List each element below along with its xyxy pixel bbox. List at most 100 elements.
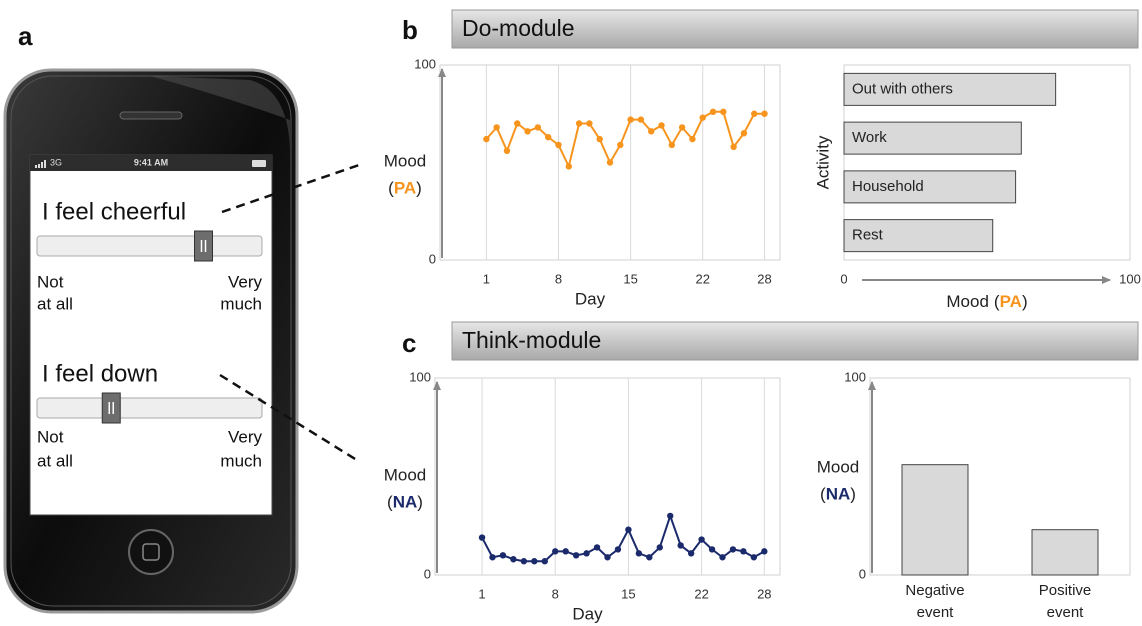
x-tick-label: 28 bbox=[757, 271, 771, 286]
module-title: Do-module bbox=[462, 15, 575, 41]
bar bbox=[1031, 529, 1099, 576]
data-point bbox=[552, 548, 559, 555]
data-point bbox=[751, 110, 758, 117]
slider-low-label: at all bbox=[37, 451, 73, 470]
data-point bbox=[524, 128, 531, 135]
bar bbox=[843, 170, 1017, 204]
y-tick-label: 100 bbox=[414, 56, 436, 71]
data-point bbox=[493, 124, 500, 131]
slider-track bbox=[36, 397, 263, 419]
plot-frame bbox=[434, 377, 781, 576]
axis-label-tag: ( bbox=[387, 493, 393, 512]
data-point bbox=[761, 548, 768, 555]
axis-label: Mood bbox=[817, 458, 860, 477]
data-point bbox=[761, 110, 768, 117]
data-point bbox=[627, 116, 634, 123]
data-point bbox=[740, 130, 748, 137]
x-tick-label: Positive event bbox=[1038, 582, 1092, 621]
slider-low-label: Not bbox=[37, 427, 64, 446]
data-point bbox=[719, 554, 726, 561]
data-point bbox=[625, 526, 632, 533]
y-axis-label: Activity bbox=[813, 135, 832, 189]
y-tick-label: 0 bbox=[429, 251, 436, 266]
data-point bbox=[604, 554, 611, 561]
data-point bbox=[562, 548, 569, 555]
data-point bbox=[677, 542, 684, 549]
slider-high-label: much bbox=[220, 294, 262, 313]
x-axis-label: Day bbox=[575, 289, 606, 308]
series-line bbox=[485, 110, 765, 170]
axis-label: Mood bbox=[384, 152, 427, 171]
home-icon bbox=[142, 543, 160, 561]
x-tick-label: 8 bbox=[555, 271, 562, 286]
data-point bbox=[750, 554, 758, 561]
series-line bbox=[481, 512, 765, 563]
slider-track bbox=[36, 235, 263, 257]
module-header bbox=[451, 321, 1139, 361]
data-point bbox=[709, 108, 717, 116]
data-point bbox=[740, 548, 747, 555]
prompt: I feel cheerful bbox=[42, 198, 186, 225]
data-point bbox=[593, 544, 601, 551]
data-point bbox=[667, 512, 674, 520]
data-point bbox=[635, 550, 643, 557]
x-tick-label-box: Negative event bbox=[905, 582, 964, 621]
data-point bbox=[503, 147, 511, 154]
axis-label-tag: NA bbox=[826, 485, 851, 504]
axis-label-tag: ( bbox=[388, 179, 394, 198]
data-point bbox=[729, 546, 737, 553]
axis-label-tag: PA bbox=[394, 179, 416, 198]
bar bbox=[843, 219, 994, 253]
data-point bbox=[646, 554, 653, 561]
x-tick-label: 1 bbox=[483, 271, 490, 286]
axis-label-tag: ( bbox=[820, 485, 826, 504]
data-point bbox=[575, 120, 583, 127]
axis-label-tag: ) bbox=[417, 493, 423, 512]
status-time: 9:41 AM bbox=[134, 157, 168, 167]
data-point bbox=[658, 122, 665, 129]
x-tick-label: 15 bbox=[623, 271, 637, 286]
data-point bbox=[544, 133, 552, 141]
data-point bbox=[510, 556, 517, 563]
axis-label-text: Mood bbox=[946, 292, 989, 311]
axis-label: (PA) bbox=[388, 179, 422, 198]
plot-frame bbox=[843, 64, 1131, 261]
data-point bbox=[499, 552, 507, 559]
data-point bbox=[668, 141, 676, 149]
axis-label-tag: ) bbox=[416, 179, 422, 198]
panel-label: c bbox=[402, 328, 416, 358]
slider-high-label: Very bbox=[228, 427, 263, 446]
data-point bbox=[687, 550, 695, 557]
bar bbox=[843, 72, 1057, 106]
axis-label-tag: ( bbox=[994, 292, 1000, 311]
bar bbox=[901, 464, 969, 576]
data-point bbox=[572, 552, 580, 559]
bar-label: Rest bbox=[852, 227, 884, 244]
data-point bbox=[520, 558, 528, 565]
slider-high-label: much bbox=[220, 451, 262, 470]
x-axis-label: Day bbox=[572, 604, 603, 623]
x-tick-label: 8 bbox=[552, 586, 559, 601]
data-point bbox=[708, 546, 716, 553]
data-point bbox=[614, 546, 622, 553]
bar-label: Out with others bbox=[852, 80, 953, 97]
data-point bbox=[656, 544, 663, 551]
slider-high-label: Very bbox=[228, 272, 263, 291]
phone: 3G 9:41 AM I feel cheerful Not at all Ve… bbox=[3, 68, 299, 614]
panel-label: a bbox=[18, 21, 33, 51]
data-point bbox=[483, 135, 490, 143]
bar-label: Household bbox=[852, 178, 924, 195]
data-point bbox=[489, 554, 496, 561]
x-tick-label: 15 bbox=[621, 586, 635, 601]
data-point bbox=[534, 124, 542, 131]
plot-frame bbox=[439, 64, 781, 261]
signal-icon bbox=[35, 160, 46, 168]
y-tick-label: 100 bbox=[844, 369, 866, 384]
prompt: I feel down bbox=[42, 360, 158, 387]
axis-label: (NA) bbox=[387, 493, 423, 512]
data-point bbox=[531, 558, 538, 565]
axis-label-tag: ) bbox=[850, 485, 856, 504]
phone-speaker bbox=[119, 111, 183, 120]
phone-glare bbox=[150, 76, 290, 150]
y-tick-label: 0 bbox=[859, 566, 866, 581]
